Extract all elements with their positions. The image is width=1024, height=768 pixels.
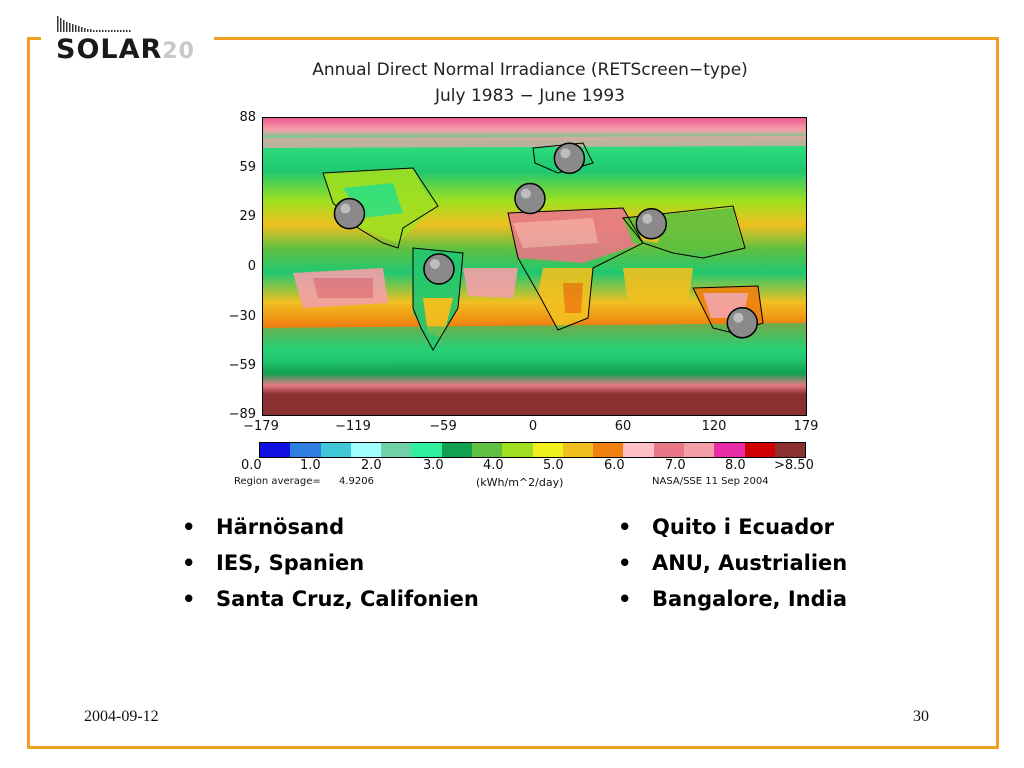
legend-color-swatch xyxy=(744,443,775,457)
site-marker-icon xyxy=(514,182,546,215)
site-list-right: Quito i Ecuador ANU, Austrialien Bangalo… xyxy=(608,509,847,617)
x-tick-label: 179 xyxy=(793,419,819,434)
list-item: IES, Spanien xyxy=(172,545,479,581)
legend-tick-label: 6.0 xyxy=(604,458,625,473)
list-item: Bangalore, India xyxy=(608,581,847,617)
legend-tick-label: >8.50 xyxy=(774,458,814,473)
site-marker-icon xyxy=(726,306,759,339)
legend-color-swatch xyxy=(441,443,472,457)
legend-tick-label: 4.0 xyxy=(483,458,504,473)
frame-border-right xyxy=(996,37,999,749)
legend-color-swatch xyxy=(381,443,412,457)
legend-color-swatch xyxy=(502,443,533,457)
legend-color-swatch xyxy=(774,443,806,457)
legend-color-swatch xyxy=(653,443,684,457)
list-item: ANU, Austrialien xyxy=(608,545,847,581)
legend-color-swatch xyxy=(532,443,563,457)
site-markers xyxy=(333,142,759,339)
site-marker-icon xyxy=(333,197,366,230)
region-average-value: 4.9206 xyxy=(339,476,374,487)
legend-tick-label: 0.0 xyxy=(241,458,262,473)
irradiance-map xyxy=(262,117,807,416)
y-tick-label: 59 xyxy=(239,160,256,175)
logo: SOLAR20 xyxy=(56,14,206,65)
legend-color-swatch xyxy=(471,443,503,457)
legend-color-swatch xyxy=(411,443,442,457)
legend-tick-label: 3.0 xyxy=(423,458,444,473)
list-item: Quito i Ecuador xyxy=(608,509,847,545)
color-legend-bar xyxy=(259,442,806,458)
x-tick-label: −59 xyxy=(429,419,457,434)
page-number: 30 xyxy=(913,708,929,725)
logo-word: SOLAR xyxy=(56,34,163,65)
legend-color-swatch xyxy=(350,443,382,457)
x-tick-label: 0 xyxy=(528,419,538,434)
logo-bars-icon xyxy=(57,16,131,32)
y-tick-label: −89 xyxy=(228,407,256,422)
x-tick-label: −119 xyxy=(335,419,371,434)
y-tick-label: −59 xyxy=(228,358,256,373)
legend-color-swatch xyxy=(562,443,594,457)
frame-border-bottom xyxy=(27,746,999,749)
legend-tick-label: 8.0 xyxy=(725,458,746,473)
site-marker-icon xyxy=(553,142,586,175)
x-tick-label: 60 xyxy=(614,419,632,434)
figure-subtitle: July 1983 − June 1993 xyxy=(435,86,625,106)
site-list-left: Härnösand IES, Spanien Santa Cruz, Calif… xyxy=(172,509,479,617)
region-average-label: Region average= xyxy=(234,476,321,487)
legend-tick-label: 1.0 xyxy=(300,458,321,473)
legend-color-swatch xyxy=(290,443,321,457)
legend-color-swatch xyxy=(593,443,624,457)
x-tick-label: −179 xyxy=(243,419,279,434)
y-tick-label: 88 xyxy=(239,110,256,125)
legend-color-swatch xyxy=(623,443,654,457)
logo-number: 20 xyxy=(162,39,195,64)
legend-color-swatch xyxy=(714,443,745,457)
list-item: Santa Cruz, Califonien xyxy=(172,581,479,617)
site-marker-icon xyxy=(635,207,668,240)
data-credit: NASA/SSE 11 Sep 2004 xyxy=(652,476,769,487)
list-item: Härnösand xyxy=(172,509,479,545)
map-regions xyxy=(263,136,806,363)
footer-date: 2004-09-12 xyxy=(84,708,159,725)
legend-color-swatch xyxy=(320,443,351,457)
x-tick-label: 120 xyxy=(701,419,727,434)
y-tick-label: −30 xyxy=(228,309,256,324)
units-label: (kWh/m^2/day) xyxy=(476,476,564,489)
legend-tick-label: 2.0 xyxy=(361,458,382,473)
legend-color-swatch xyxy=(260,443,291,457)
y-tick-label: 0 xyxy=(247,259,256,274)
y-tick-label: 29 xyxy=(239,209,256,224)
legend-tick-label: 7.0 xyxy=(665,458,686,473)
frame-border-left xyxy=(27,37,30,749)
frame-border-top-left xyxy=(27,37,41,40)
logo-wordmark: SOLAR20 xyxy=(56,34,195,65)
legend-tick-label: 5.0 xyxy=(543,458,564,473)
legend-color-swatch xyxy=(683,443,715,457)
figure-title: Annual Direct Normal Irradiance (RETScre… xyxy=(312,60,748,80)
frame-border-top xyxy=(214,37,999,40)
site-marker-icon xyxy=(423,253,455,285)
